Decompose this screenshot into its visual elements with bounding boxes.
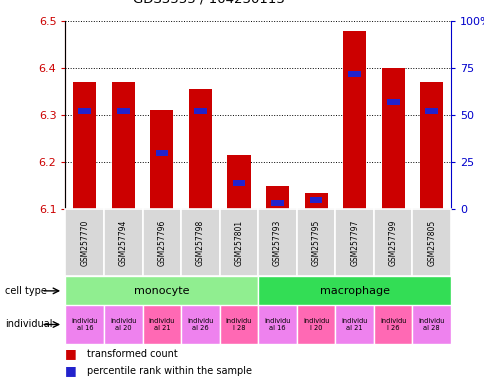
Bar: [65, 209, 104, 276]
Bar: [334, 209, 373, 276]
Text: GDS3555 / 104230113: GDS3555 / 104230113: [132, 0, 284, 6]
Text: individu
al 16: individu al 16: [264, 318, 290, 331]
Bar: [304, 193, 327, 209]
Bar: [227, 155, 250, 209]
Text: individu
al 21: individu al 21: [341, 318, 367, 331]
Bar: [334, 305, 373, 344]
Bar: [232, 180, 245, 186]
Text: monocyte: monocyte: [134, 286, 189, 296]
Text: percentile rank within the sample: percentile rank within the sample: [87, 366, 252, 376]
Bar: [381, 68, 404, 209]
Bar: [65, 305, 104, 344]
Text: GSM257801: GSM257801: [234, 220, 243, 266]
Bar: [424, 108, 437, 114]
Text: individu
al 20: individu al 20: [110, 318, 136, 331]
Text: individu
al 28: individu al 28: [418, 318, 444, 331]
Text: individu
l 26: individu l 26: [379, 318, 406, 331]
Bar: [271, 200, 283, 207]
Bar: [342, 30, 365, 209]
Bar: [188, 89, 212, 209]
Bar: [419, 82, 442, 209]
Bar: [296, 209, 335, 276]
Text: transformed count: transformed count: [87, 349, 178, 359]
Text: individu
l 20: individu l 20: [302, 318, 329, 331]
Bar: [181, 305, 219, 344]
Text: individu
al 26: individu al 26: [187, 318, 213, 331]
Text: GSM257795: GSM257795: [311, 220, 320, 266]
Bar: [65, 276, 257, 305]
Bar: [257, 276, 450, 305]
Bar: [257, 209, 296, 276]
Text: GSM257796: GSM257796: [157, 220, 166, 266]
Text: GSM257805: GSM257805: [426, 220, 436, 266]
Bar: [142, 209, 181, 276]
Text: ■: ■: [65, 348, 81, 361]
Bar: [78, 108, 91, 114]
Bar: [219, 305, 257, 344]
Bar: [111, 82, 135, 209]
Bar: [155, 149, 168, 156]
Bar: [373, 209, 411, 276]
Text: GSM257770: GSM257770: [80, 220, 89, 266]
Text: GSM257799: GSM257799: [388, 220, 397, 266]
Text: GSM257793: GSM257793: [272, 220, 282, 266]
Text: individu
l 28: individu l 28: [226, 318, 252, 331]
Bar: [194, 108, 206, 114]
Bar: [296, 305, 335, 344]
Bar: [348, 71, 360, 77]
Bar: [219, 209, 257, 276]
Bar: [411, 305, 450, 344]
Text: GSM257797: GSM257797: [349, 220, 359, 266]
Text: macrophage: macrophage: [319, 286, 389, 296]
Bar: [104, 209, 142, 276]
Bar: [373, 305, 411, 344]
Bar: [150, 111, 173, 209]
Text: GSM257798: GSM257798: [196, 220, 205, 266]
Bar: [309, 197, 322, 203]
Bar: [257, 305, 296, 344]
Text: ■: ■: [65, 364, 81, 377]
Text: individual: individual: [5, 319, 52, 329]
Bar: [117, 108, 129, 114]
Bar: [142, 305, 181, 344]
Bar: [181, 209, 219, 276]
Bar: [411, 209, 450, 276]
Bar: [265, 186, 288, 209]
Text: individu
al 21: individu al 21: [149, 318, 175, 331]
Text: individu
al 16: individu al 16: [72, 318, 98, 331]
Text: GSM257794: GSM257794: [119, 220, 128, 266]
Bar: [386, 99, 399, 105]
Bar: [73, 82, 96, 209]
Text: cell type: cell type: [5, 286, 46, 296]
Bar: [104, 305, 142, 344]
